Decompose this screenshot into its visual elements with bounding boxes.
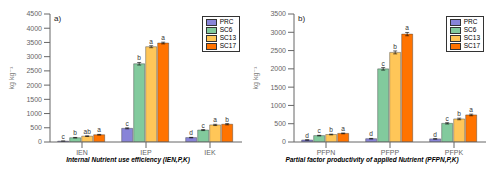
svg-text:c: c <box>62 133 66 140</box>
svg-text:2000: 2000 <box>26 82 42 89</box>
svg-text:2500: 2500 <box>270 47 286 54</box>
svg-text:0: 0 <box>38 138 42 145</box>
svg-text:b: b <box>457 110 461 117</box>
svg-text:c: c <box>446 115 450 122</box>
svg-text:d: d <box>433 131 437 138</box>
svg-text:b: b <box>329 126 333 133</box>
svg-text:d: d <box>305 132 309 139</box>
svg-text:3000: 3000 <box>270 29 286 36</box>
svg-text:1000: 1000 <box>270 102 286 109</box>
svg-text:b: b <box>73 129 77 136</box>
svg-text:kg kg⁻¹: kg kg⁻¹ <box>252 66 260 89</box>
svg-text:c: c <box>318 127 322 134</box>
html-text:PRC: PRC <box>463 18 478 25</box>
svg-text:a: a <box>161 34 165 41</box>
svg-text:a: a <box>405 24 409 31</box>
svg-text:500: 500 <box>274 120 286 127</box>
html-text:SC13: SC13 <box>463 34 480 41</box>
html-text:PRC: PRC <box>219 18 234 25</box>
svg-text:PFPN: PFPN <box>317 149 336 156</box>
html-text:Internal Nutrient use efficien: Internal Nutrient use efficiency (IEN,P,… <box>66 156 190 163</box>
svg-text:1500: 1500 <box>26 96 42 103</box>
svg-text:IEK: IEK <box>204 149 216 156</box>
html-text:SC17: SC17 <box>219 42 236 49</box>
svg-text:c: c <box>126 120 130 127</box>
svg-text:IEP: IEP <box>140 149 152 156</box>
svg-text:ab: ab <box>84 128 92 135</box>
svg-text:c: c <box>382 60 386 67</box>
svg-text:b: b <box>393 43 397 50</box>
svg-text:1000: 1000 <box>26 110 42 117</box>
svg-text:a: a <box>213 116 217 123</box>
svg-text:PFPK: PFPK <box>445 149 464 156</box>
html-text:SC17: SC17 <box>463 42 480 49</box>
html-text:SC6: SC6 <box>219 26 233 33</box>
svg-text:a: a <box>149 38 153 45</box>
svg-text:d: d <box>369 130 373 137</box>
html-text:SC6: SC6 <box>463 26 477 33</box>
svg-text:500: 500 <box>30 124 42 131</box>
svg-text:a: a <box>97 126 101 133</box>
svg-text:3500: 3500 <box>270 10 286 17</box>
svg-text:b: b <box>137 54 141 61</box>
svg-text:2000: 2000 <box>270 65 286 72</box>
svg-text:PFPP: PFPP <box>381 149 400 156</box>
svg-text:2500: 2500 <box>26 67 42 74</box>
svg-text:4000: 4000 <box>26 25 42 32</box>
html-text:Partial factor productivity of: Partial factor productivity of applied N… <box>285 156 459 163</box>
svg-text:3000: 3000 <box>26 53 42 60</box>
svg-text:a: a <box>469 106 473 113</box>
html-text:a): a) <box>54 14 62 23</box>
html-text:b): b) <box>298 14 306 23</box>
html-text:SC13: SC13 <box>219 34 236 41</box>
svg-text:4500: 4500 <box>26 10 42 17</box>
svg-text:1500: 1500 <box>270 84 286 91</box>
svg-text:b: b <box>225 116 229 123</box>
svg-text:kg kg⁻¹: kg kg⁻¹ <box>8 66 16 89</box>
svg-text:c: c <box>202 122 206 129</box>
svg-text:a: a <box>341 125 345 132</box>
svg-text:d: d <box>189 129 193 136</box>
svg-text:IEN: IEN <box>76 149 88 156</box>
svg-text:0: 0 <box>282 138 286 145</box>
svg-text:3500: 3500 <box>26 39 42 46</box>
